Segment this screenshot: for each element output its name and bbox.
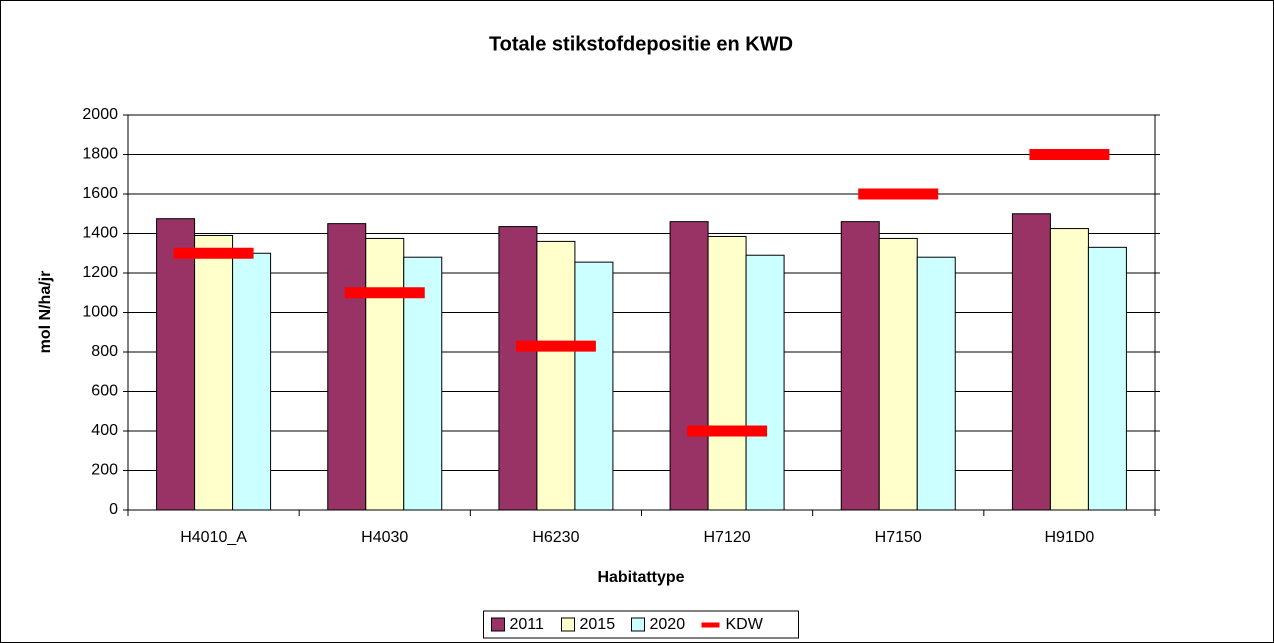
y-axis-title: mol N/ha/jr bbox=[37, 271, 54, 354]
legend-label: 2020 bbox=[650, 616, 686, 633]
x-tick-label: H6230 bbox=[532, 529, 579, 546]
legend-label: 2015 bbox=[580, 616, 616, 633]
bar bbox=[840, 221, 880, 511]
bar bbox=[403, 256, 443, 511]
bar bbox=[878, 237, 918, 511]
legend-swatch bbox=[491, 617, 505, 632]
bar bbox=[669, 221, 709, 511]
y-tick-label: 1400 bbox=[82, 225, 118, 242]
bar bbox=[1087, 246, 1127, 511]
x-tick-label: H7150 bbox=[875, 529, 922, 546]
x-tick-label: H7120 bbox=[704, 529, 751, 546]
chart-title: Totale stikstofdepositie en KWD bbox=[489, 33, 793, 55]
x-axis-title: Habitattype bbox=[597, 569, 684, 586]
bar bbox=[194, 234, 234, 511]
bar bbox=[327, 223, 367, 511]
y-tick-label: 400 bbox=[91, 422, 118, 439]
bar bbox=[1049, 228, 1089, 511]
y-tick-label: 2000 bbox=[82, 106, 118, 123]
y-tick-label: 800 bbox=[91, 343, 118, 360]
bar bbox=[365, 237, 405, 511]
bar bbox=[232, 252, 272, 511]
legend-label: 2011 bbox=[510, 616, 545, 633]
y-tick-label: 1800 bbox=[82, 146, 118, 163]
bar bbox=[745, 254, 785, 511]
bar bbox=[916, 256, 956, 511]
y-tick-label: 200 bbox=[91, 462, 118, 479]
y-tick-label: 1600 bbox=[82, 185, 118, 202]
legend-swatch bbox=[561, 617, 575, 632]
y-tick-label: 600 bbox=[91, 383, 118, 400]
bar bbox=[707, 235, 747, 511]
bar bbox=[536, 240, 576, 511]
y-tick-label: 1000 bbox=[82, 304, 118, 321]
bar bbox=[498, 226, 538, 511]
legend-label: KDW bbox=[726, 616, 764, 633]
bar bbox=[1011, 213, 1051, 511]
x-tick-label: H4010_A bbox=[180, 529, 247, 546]
y-tick-label: 0 bbox=[109, 501, 118, 518]
bar bbox=[156, 218, 196, 511]
y-tick-label: 1200 bbox=[82, 264, 118, 281]
legend-swatch bbox=[631, 617, 645, 632]
x-tick-label: H4030 bbox=[361, 529, 408, 546]
bar bbox=[574, 261, 614, 511]
x-tick-label: H91D0 bbox=[1045, 529, 1095, 546]
